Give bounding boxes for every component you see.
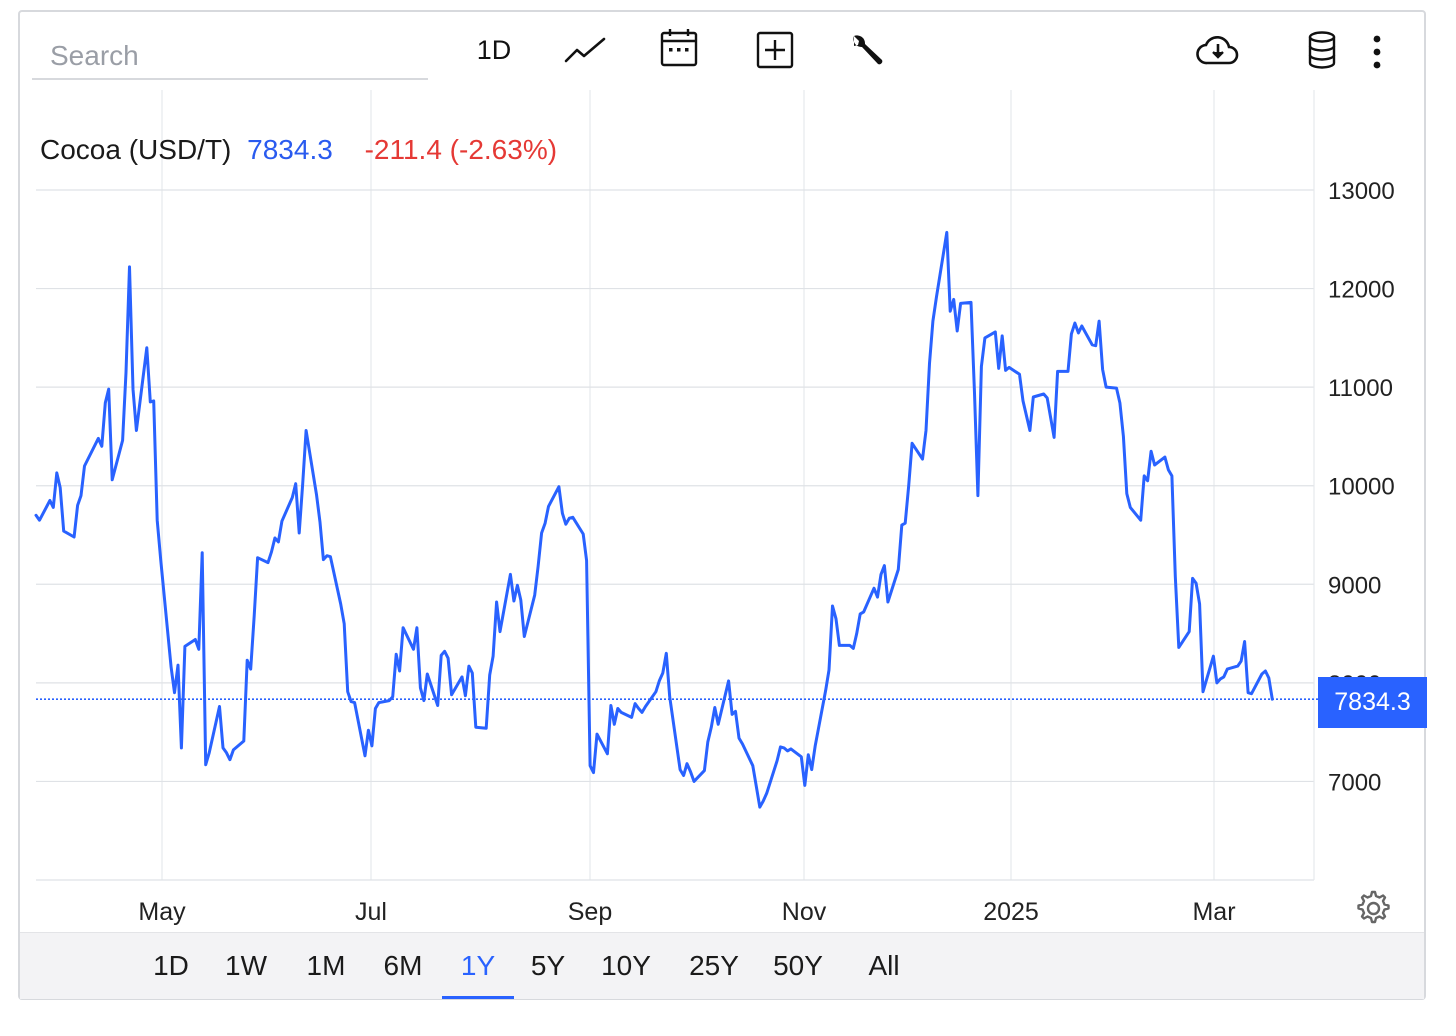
x-tick-label: Jul <box>355 898 387 926</box>
more-menu-button[interactable] <box>1364 30 1390 74</box>
database-icon <box>1308 31 1336 69</box>
range-label: 10Y <box>601 950 651 981</box>
range-button-1w[interactable]: 1W <box>220 933 272 999</box>
x-tick-label: May <box>138 898 186 926</box>
download-cloud-icon <box>1196 35 1239 65</box>
search-input[interactable] <box>32 28 428 80</box>
series-line <box>34 230 1274 809</box>
x-tick-label: 2025 <box>983 898 1039 926</box>
range-button-1y[interactable]: 1Y <box>442 933 514 999</box>
y-tick-label: 9000 <box>1328 572 1381 599</box>
gear-icon <box>1357 890 1390 924</box>
range-selector: 1D 1W 1M 6M 1Y 5Y 10Y 25Y 50Y All <box>20 932 1424 999</box>
date-range-button[interactable] <box>656 26 702 70</box>
y-tick-label: 10000 <box>1328 474 1395 501</box>
price-change: -211.4 (-2.63%) <box>364 134 558 165</box>
range-button-1d[interactable]: 1D <box>148 933 194 999</box>
interval-button[interactable]: 1D <box>466 28 522 72</box>
price-chart[interactable]: MayJulSepNov2025Mar700080009000100001100… <box>0 0 1456 930</box>
chart-legend: Cocoa (USD/T) 7834.3 -211.4 (-2.63%) <box>40 134 557 166</box>
range-label: 25Y <box>689 950 739 981</box>
chart-type-button[interactable] <box>560 28 610 72</box>
range-label: All <box>868 950 900 981</box>
toolbar: 1D <box>0 0 1456 80</box>
y-tick-label: 11000 <box>1328 375 1393 402</box>
download-button[interactable] <box>1194 28 1242 72</box>
settings-tools-button[interactable] <box>846 30 888 74</box>
range-label: 1W <box>225 950 267 981</box>
range-button-all[interactable]: All <box>858 933 910 999</box>
y-tick-label: 7000 <box>1328 769 1381 796</box>
line-chart-icon <box>564 37 606 63</box>
x-tick-label: Sep <box>568 898 612 926</box>
range-label: 1M <box>306 950 346 981</box>
current-price: 7834.3 <box>247 134 333 165</box>
range-button-10y[interactable]: 10Y <box>594 933 658 999</box>
range-label: 50Y <box>773 950 823 981</box>
wrench-icon <box>853 35 883 65</box>
chart-widget <box>18 10 1426 1000</box>
add-indicator-button[interactable] <box>752 28 798 72</box>
instrument-name: Cocoa (USD/T) <box>40 134 232 165</box>
data-button[interactable] <box>1302 28 1342 72</box>
more-vertical-icon <box>1373 35 1381 69</box>
calendar-icon <box>660 29 698 67</box>
range-button-1m[interactable]: 1M <box>300 933 352 999</box>
last-price-label: 7834.3 <box>1318 677 1427 728</box>
range-button-6m[interactable]: 6M <box>376 933 430 999</box>
active-range-underline <box>442 996 514 999</box>
range-button-25y[interactable]: 25Y <box>682 933 746 999</box>
interval-label: 1D <box>476 34 512 65</box>
range-label: 1Y <box>460 950 496 981</box>
range-label: 1D <box>153 950 189 981</box>
y-tick-label: 13000 <box>1328 178 1395 205</box>
range-label: 6M <box>383 950 423 981</box>
x-tick-label: Mar <box>1192 898 1235 926</box>
chart-settings-button[interactable] <box>1352 888 1392 928</box>
range-button-50y[interactable]: 50Y <box>766 933 830 999</box>
add-indicator-icon <box>756 31 794 69</box>
range-button-5y[interactable]: 5Y <box>522 933 574 999</box>
range-label: 5Y <box>530 950 566 981</box>
y-tick-label: 12000 <box>1328 277 1395 304</box>
x-tick-label: Nov <box>782 898 827 926</box>
